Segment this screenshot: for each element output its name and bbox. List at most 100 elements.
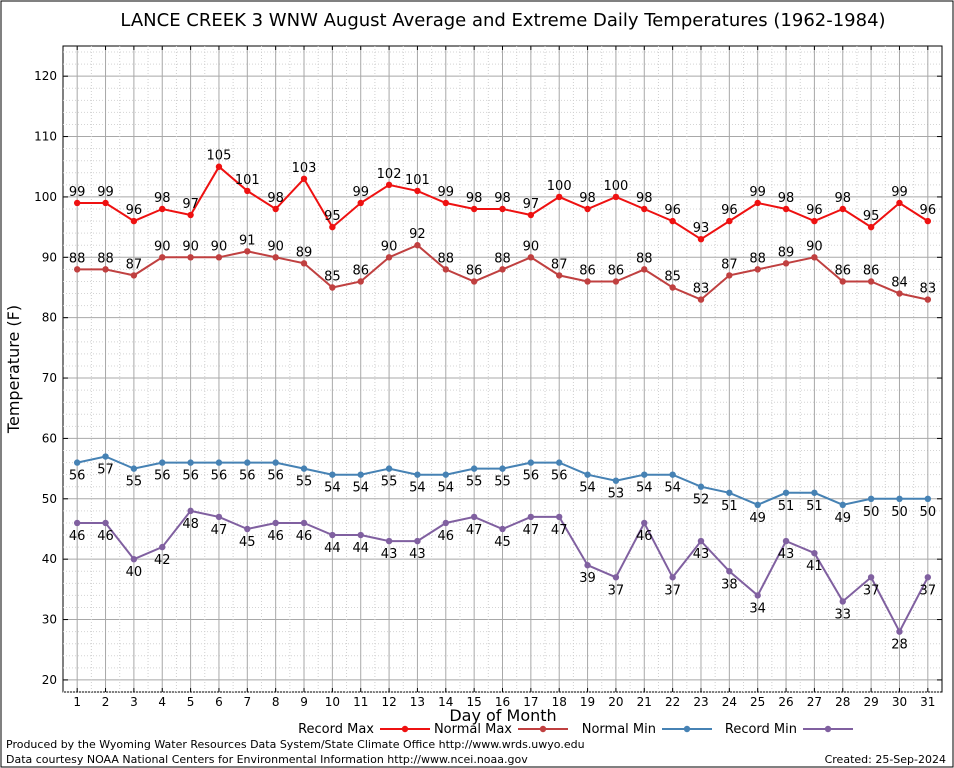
data-label: 55: [296, 475, 313, 490]
data-label: 42: [154, 553, 171, 568]
data-point: [499, 525, 506, 533]
data-point: [159, 254, 166, 261]
data-label: 54: [409, 481, 426, 496]
data-point: [385, 254, 393, 261]
data-point: [215, 163, 223, 170]
data-point: [782, 489, 790, 496]
data-label: 47: [523, 523, 540, 538]
data-point: [556, 459, 563, 466]
data-point: [499, 266, 506, 273]
data-point: [896, 495, 903, 503]
data-label: 83: [693, 282, 710, 297]
data-point: [414, 242, 421, 249]
data-point: [329, 471, 336, 478]
data-label: 103: [292, 161, 317, 176]
data-point: [159, 543, 166, 551]
data-label: 37: [920, 583, 937, 598]
y-tick-label: 50: [42, 492, 57, 506]
data-label: 87: [551, 257, 568, 272]
data-point: [669, 574, 676, 581]
data-label: 54: [579, 481, 596, 496]
data-point: [782, 205, 790, 213]
data-label: 38: [721, 577, 738, 592]
data-point: [612, 193, 620, 201]
data-point: [470, 278, 478, 285]
series-normal-max: 88 88 87 90 90 90 91 90 89 85 86 90 92 88 86 88 90 87 86 86…: [69, 227, 936, 303]
data-label: 43: [409, 547, 426, 562]
data-label: 52: [693, 493, 710, 508]
x-tick-label: 17: [523, 695, 538, 709]
data-point: [470, 465, 478, 472]
x-tick-label: 20: [608, 695, 623, 709]
data-label: 88: [494, 251, 511, 266]
x-tick-label: 11: [353, 695, 368, 709]
data-point: [73, 266, 81, 273]
data-point: [187, 507, 194, 515]
data-point: [584, 471, 591, 478]
data-point: [527, 254, 535, 261]
x-tick-label: 19: [580, 695, 595, 709]
data-point: [357, 531, 364, 539]
data-point: [669, 217, 676, 225]
data-label: 43: [693, 547, 710, 562]
data-point: [896, 199, 903, 207]
data-label: 95: [863, 209, 880, 224]
data-point: [272, 205, 279, 213]
data-point: [839, 501, 846, 509]
data-point: [442, 471, 449, 478]
data-label: 86: [579, 263, 596, 278]
data-point: [102, 266, 109, 273]
x-tick-label: 24: [722, 695, 737, 709]
data-point: [527, 459, 535, 466]
data-label: 96: [664, 203, 681, 218]
data-point: [300, 175, 308, 183]
footer-credit-wrds: Produced by the Wyoming Water Resources …: [6, 738, 585, 751]
data-label: 34: [749, 601, 766, 616]
data-point: [527, 211, 535, 219]
data-label: 55: [494, 475, 511, 490]
legend-label: Record Max: [298, 722, 374, 737]
data-point: [697, 296, 705, 303]
y-tick-label: 90: [42, 250, 57, 264]
data-label: 101: [405, 173, 430, 188]
data-point: [669, 284, 676, 291]
chart-title: LANCE CREEK 3 WNW August Average and Ext…: [120, 10, 885, 31]
x-tick-label: 23: [693, 695, 708, 709]
data-point: [754, 266, 761, 273]
data-point: [669, 471, 676, 478]
data-point: [385, 537, 393, 545]
data-label: 98: [267, 191, 284, 206]
data-point: [867, 278, 875, 285]
data-point: [159, 459, 166, 466]
data-point: [187, 211, 194, 219]
data-label: 97: [182, 197, 199, 212]
data-label: 90: [267, 239, 284, 254]
data-point: [499, 465, 506, 472]
data-point: [272, 519, 279, 527]
data-point: [896, 290, 903, 297]
legend-marker: [539, 725, 547, 733]
data-label: 56: [267, 469, 284, 484]
data-label: 56: [239, 469, 256, 484]
data-point: [612, 574, 620, 581]
legend-label: Normal Max: [434, 722, 512, 737]
data-point: [414, 471, 421, 478]
data-label: 84: [891, 276, 908, 291]
x-tick-label: 6: [215, 695, 223, 709]
data-label: 98: [778, 191, 795, 206]
data-label: 98: [466, 191, 483, 206]
data-point: [215, 254, 223, 261]
data-point: [867, 223, 875, 231]
data-label: 48: [182, 517, 199, 532]
data-label: 85: [324, 269, 341, 284]
data-label: 46: [97, 529, 114, 544]
data-point: [499, 205, 506, 213]
data-point: [385, 181, 393, 189]
data-point: [782, 260, 790, 267]
x-tick-label: 1: [73, 695, 81, 709]
data-point: [357, 471, 364, 478]
data-label: 46: [438, 529, 455, 544]
x-tick-label: 30: [892, 695, 907, 709]
x-tick-label: 15: [467, 695, 482, 709]
